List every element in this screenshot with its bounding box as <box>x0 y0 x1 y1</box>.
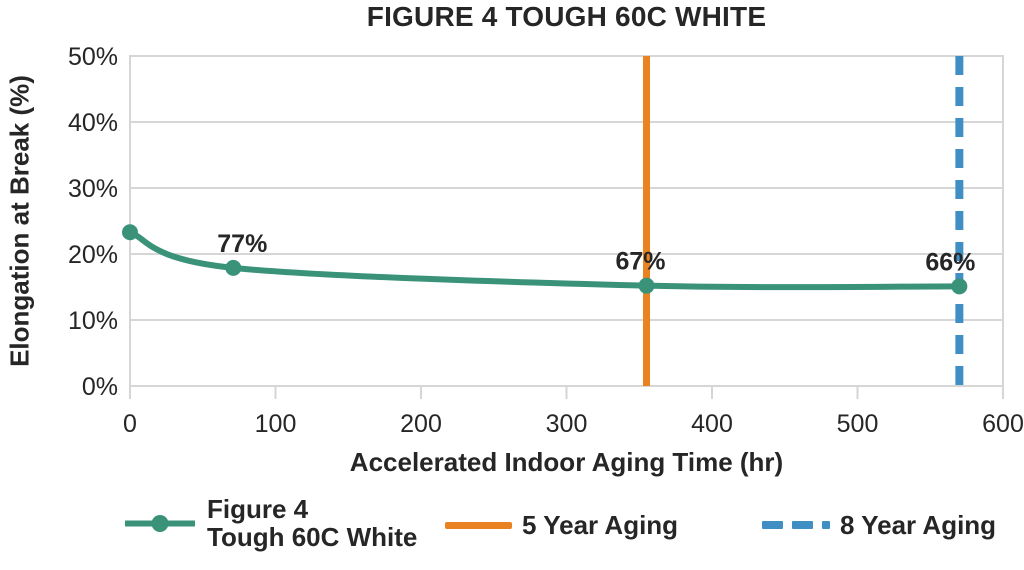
y-tick-label: 0% <box>82 373 118 401</box>
data-label: 67% <box>616 248 666 276</box>
x-tick-label: 400 <box>691 410 733 438</box>
plot-area: 0% 10% 20% 30% 40% 50% 0 100 200 300 400 500 600 77% 6… <box>68 43 1024 438</box>
vline-dashed-swatch <box>762 521 830 529</box>
plot-border <box>129 55 1004 387</box>
x-tick-label: 200 <box>400 410 442 438</box>
series-line <box>127 229 963 291</box>
y-tick-label: 40% <box>68 109 118 137</box>
x-tick-label: 500 <box>837 410 879 438</box>
vline-solid-swatch <box>445 521 512 529</box>
series-marker <box>225 259 242 276</box>
x-tick-label: 300 <box>546 410 588 438</box>
data-label: 77% <box>217 230 267 258</box>
y-tick-label: 30% <box>68 175 118 203</box>
legend-label-8-year-aging: 8 Year Aging <box>840 510 997 540</box>
x-tick-label: 0 <box>123 410 137 438</box>
series-marker <box>638 277 655 294</box>
legend-item-8-year-aging: 8 Year Aging <box>762 509 996 541</box>
y-tick-label: 10% <box>68 307 118 335</box>
series-line-marker-swatch <box>125 514 195 532</box>
x-tick-label: 600 <box>982 410 1024 438</box>
legend-label-5-year-aging: 5 Year Aging <box>522 510 679 540</box>
y-tick-label: 50% <box>68 43 118 71</box>
legend-label-line2: Tough 60C White <box>207 522 418 552</box>
series-marker <box>951 278 968 295</box>
legend-label-line1: Figure 4 <box>207 494 309 524</box>
series-marker <box>122 224 138 241</box>
legend-item-tough-60c-white: Figure 4 Tough 60C White <box>125 495 417 551</box>
data-label: 66% <box>925 248 975 276</box>
chart-title: FIGURE 4 TOUGH 60C WHITE <box>366 1 767 32</box>
x-tick-label: 100 <box>255 410 297 438</box>
x-axis-title: Accelerated Indoor Aging Time (hr) <box>349 447 784 477</box>
legend-item-5-year-aging: 5 Year Aging <box>445 509 678 541</box>
y-tick-label: 20% <box>68 241 118 269</box>
